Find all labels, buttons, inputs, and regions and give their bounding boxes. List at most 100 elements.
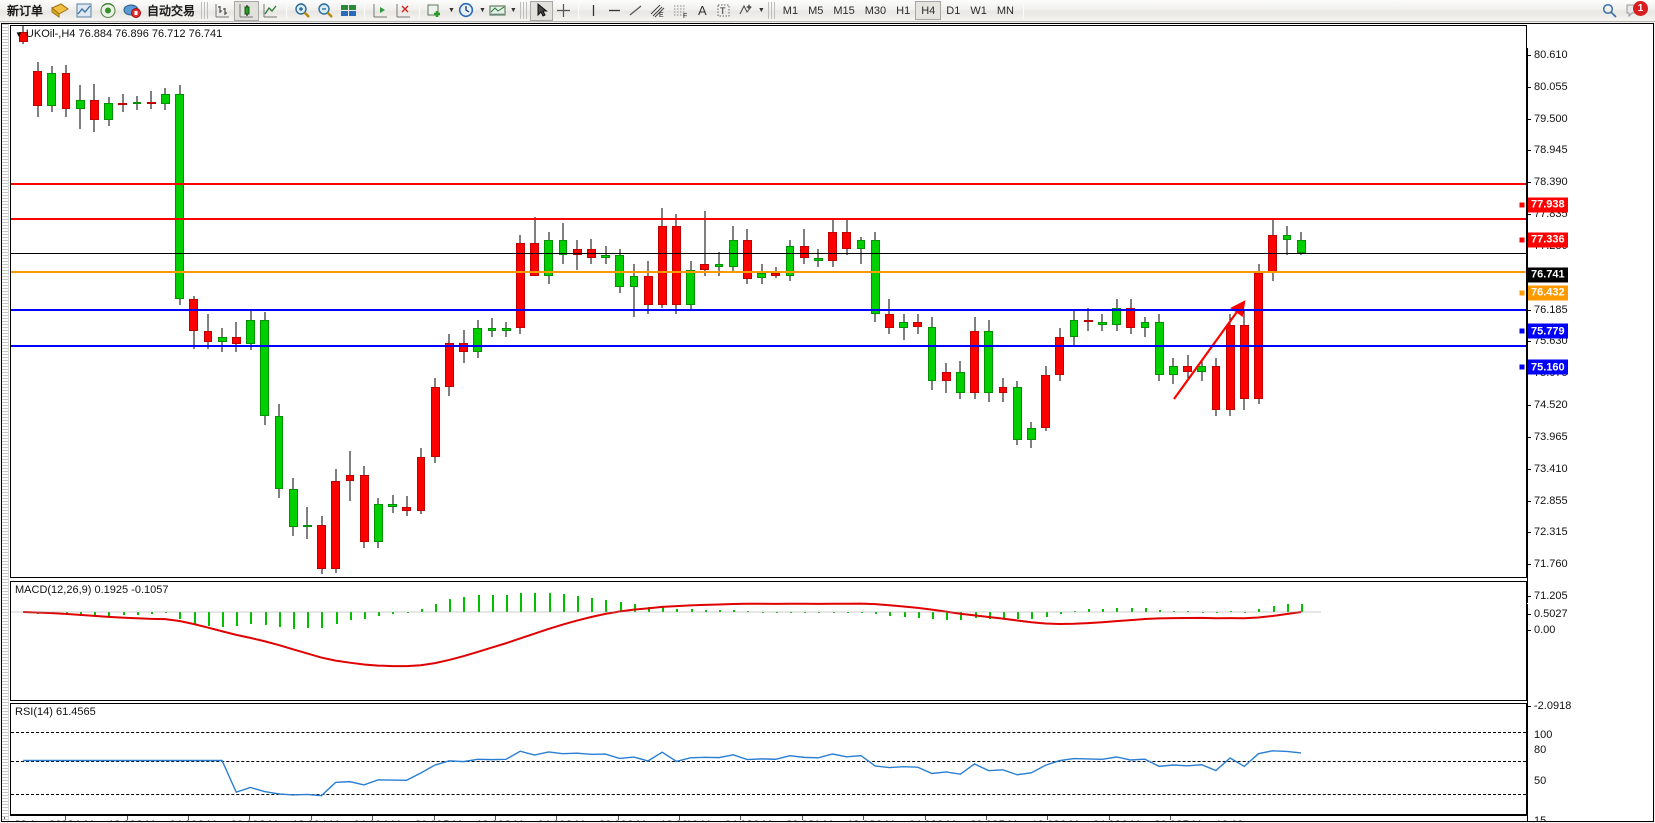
candlestick [118,26,128,577]
templates-icon[interactable] [486,1,509,21]
toolbar-grip-2[interactable] [519,2,527,19]
price-level-line[interactable] [11,252,1526,254]
price-tick [1527,118,1531,120]
zoom-in-icon[interactable] [291,1,314,21]
time-tick [1170,816,1171,820]
macd-bar [775,612,778,613]
price-level-line[interactable] [11,270,1526,273]
timeframe-m5[interactable]: M5 [808,4,824,17]
chart-shift-icon[interactable] [369,1,392,21]
zoom-out-icon[interactable] [314,1,337,21]
rsi-axis[interactable]: 1008050150 [1527,726,1653,821]
price-level-handle[interactable] [1518,289,1526,297]
rsi-tick-label: 80 [1534,744,1547,756]
horizontal-line-icon[interactable] [604,1,625,21]
price-level-handle[interactable] [1518,363,1526,371]
macd-bar [463,596,466,612]
cursor-icon[interactable] [529,0,553,21]
price-level-handle[interactable] [1518,236,1526,244]
line-chart-icon[interactable] [259,1,282,21]
macd-tick [1527,630,1531,631]
text-label-icon[interactable]: T [713,1,734,21]
candlestick-chart-icon[interactable] [234,0,260,21]
timeframe-mn[interactable]: MN [996,4,1014,17]
macd-pane[interactable]: MACD(12,26,9) 0.1925 -0.1057 [10,581,1527,701]
candlestick [544,26,554,577]
timeframe-m15[interactable]: M15 [833,4,855,17]
price-pane[interactable]: ▼ UKOil-,H4 76.884 76.896 76.712 76.741 [10,25,1527,578]
objects-dropdown-icon[interactable]: ▼ [757,7,765,14]
bar-chart-icon[interactable] [211,1,234,21]
period-dropdown-icon[interactable]: ▼ [478,7,486,14]
macd-bar [1173,610,1176,612]
candlestick [828,26,838,577]
grid-window-icon[interactable] [337,1,360,21]
candlestick [175,26,184,577]
macd-bar [207,612,210,627]
price-level-tag[interactable]: 77.336 [1528,232,1568,248]
macd-bar [591,597,594,612]
timeframe-h4[interactable]: H4 [915,1,942,20]
auto-trading-icon[interactable] [120,1,144,21]
price-level-handle[interactable] [1518,327,1526,335]
toolbar-grip-3[interactable] [767,2,775,19]
timeframe-d1[interactable]: D1 [946,4,961,17]
time-axis[interactable]: 28 Apr 20231 May 12:002 May 04:002 May 2… [4,815,1527,821]
timeframe-w1[interactable]: W1 [970,4,987,17]
objects-icon[interactable] [734,1,757,21]
auto-scroll-icon[interactable] [392,1,415,21]
price-level-line[interactable] [11,217,1526,220]
price-level-tag[interactable]: 75.160 [1528,359,1568,375]
notification-icon[interactable]: 1 [1625,0,1648,20]
timeframe-m30[interactable]: M30 [864,4,887,17]
chart-vertical-grip[interactable] [2,24,9,821]
macd-bar [647,606,650,612]
price-tick-label: 78.390 [1534,176,1568,189]
macd-bar [477,595,480,612]
rsi-level-15 [11,793,1526,795]
text-icon[interactable]: A [698,3,707,18]
price-level-line[interactable] [11,182,1526,185]
templates-dropdown-icon[interactable]: ▼ [509,7,517,14]
chart-window[interactable]: ▼ UKOil-,H4 76.884 76.896 76.712 76.741 M… [1,23,1654,822]
order-pad-icon[interactable] [48,1,72,21]
data-window-icon[interactable] [72,1,96,21]
price-level-tag[interactable]: 75.779 [1528,323,1568,339]
indicators-dropdown-icon[interactable]: ▼ [448,7,455,14]
new-order-button[interactable]: 新订单 [2,1,48,21]
price-level-line[interactable] [11,309,1526,312]
macd-bar [335,612,338,625]
svg-text:F: F [683,13,687,19]
price-level-line[interactable] [11,345,1526,348]
macd-bar [1088,609,1091,612]
auto-trading-label[interactable]: 自动交易 [147,4,196,18]
price-level-tag[interactable]: 76.432 [1528,285,1568,301]
rsi-pane[interactable]: RSI(14) 61.4565 [10,703,1527,815]
search-icon[interactable] [1599,1,1621,21]
toolbar-grip-1[interactable] [201,2,209,19]
price-tick-label: 80.055 [1534,80,1568,93]
macd-bar [704,609,707,612]
vertical-line-icon[interactable] [583,1,604,21]
price-level-handle[interactable] [1518,201,1526,209]
macd-bar [1102,608,1105,612]
fibonacci-icon[interactable]: F [669,1,692,21]
terminal-icon[interactable] [96,1,120,21]
trendline-icon[interactable] [625,1,646,21]
collapse-icon[interactable]: ▼ [15,30,23,39]
equidistant-channel-icon[interactable]: E [646,1,669,21]
period-icon[interactable] [455,1,478,21]
candlestick [743,26,752,577]
indicators-icon[interactable] [424,1,447,21]
macd-axis[interactable]: 0.5027 0.00 -2.0918 [1527,604,1653,726]
price-tick-label: 72.315 [1534,526,1568,539]
time-tick-label: 5 May 12:00 [443,819,504,821]
price-level-tag[interactable]: 76.741 [1528,267,1568,283]
crosshair-icon[interactable] [553,1,574,21]
timeframe-h1[interactable]: H1 [896,4,911,17]
candlestick [203,26,213,577]
time-tick-label: 4 May 20:00 [382,819,443,821]
price-level-tag[interactable]: 77.938 [1528,197,1568,213]
timeframe-m1[interactable]: M1 [782,4,799,17]
